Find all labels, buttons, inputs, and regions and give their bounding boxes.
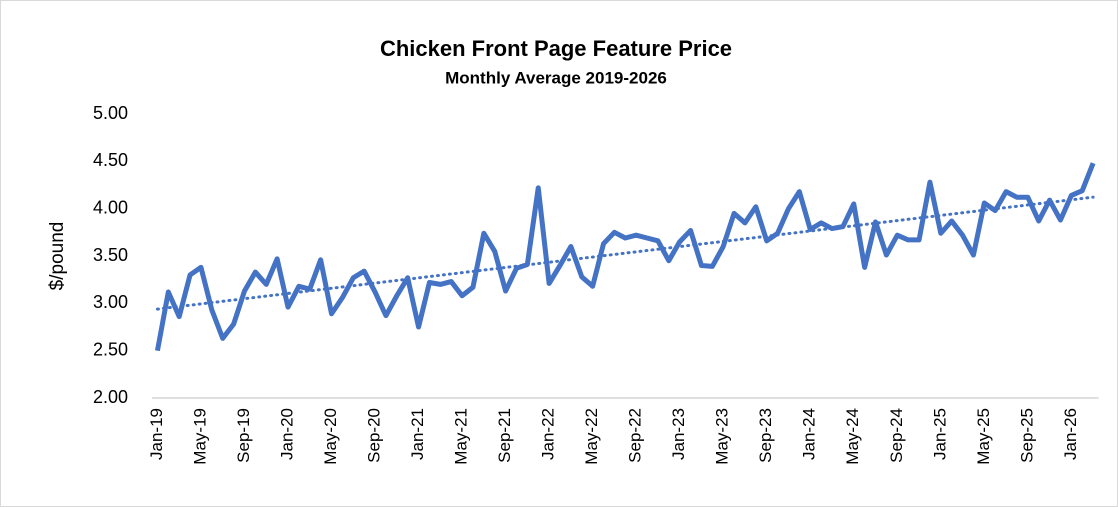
x-tick-label: Sep-25 bbox=[1017, 408, 1036, 463]
y-tick-label: 4.00 bbox=[93, 197, 128, 217]
x-tick-label: May-22 bbox=[582, 408, 601, 465]
y-tick-label: 5.00 bbox=[93, 103, 128, 123]
x-tick-label: Sep-20 bbox=[365, 408, 384, 463]
x-tick-label: Sep-23 bbox=[756, 408, 775, 463]
x-tick-label: Jan-25 bbox=[930, 408, 949, 460]
x-tick-label: Jan-26 bbox=[1061, 408, 1080, 460]
x-tick-label: May-20 bbox=[321, 408, 340, 465]
x-tick-label: May-21 bbox=[452, 408, 471, 465]
x-tick-label: Jan-24 bbox=[800, 408, 819, 460]
y-tick-label: 2.50 bbox=[93, 339, 128, 359]
y-axis-label: $/pound bbox=[47, 222, 68, 291]
x-tick-label: Jan-21 bbox=[408, 408, 427, 460]
x-tick-label: Sep-21 bbox=[495, 408, 514, 463]
x-tick-label: Jan-19 bbox=[147, 408, 166, 460]
y-tick-label: 4.50 bbox=[93, 150, 128, 170]
x-tick-label: Jan-23 bbox=[669, 408, 688, 460]
x-tick-label: Sep-19 bbox=[234, 408, 253, 463]
y-tick-label: 3.50 bbox=[93, 245, 128, 265]
x-tick-label: Sep-22 bbox=[626, 408, 645, 463]
x-tick-label: Sep-24 bbox=[887, 408, 906, 463]
x-tick-label: May-19 bbox=[190, 408, 209, 465]
y-tick-label: 3.00 bbox=[93, 292, 128, 312]
y-tick-label: 2.00 bbox=[93, 387, 128, 407]
x-tick-label: May-23 bbox=[713, 408, 732, 465]
x-tick-label: Jan-20 bbox=[277, 408, 296, 460]
data-line bbox=[154, 162, 1096, 352]
x-tick-label: May-25 bbox=[974, 408, 993, 465]
chart-title: Chicken Front Page Feature Price bbox=[380, 36, 732, 61]
x-tick-label: Jan-22 bbox=[539, 408, 558, 460]
chart-subtitle: Monthly Average 2019-2026 bbox=[445, 68, 667, 87]
x-tick-label: May-24 bbox=[843, 408, 862, 465]
